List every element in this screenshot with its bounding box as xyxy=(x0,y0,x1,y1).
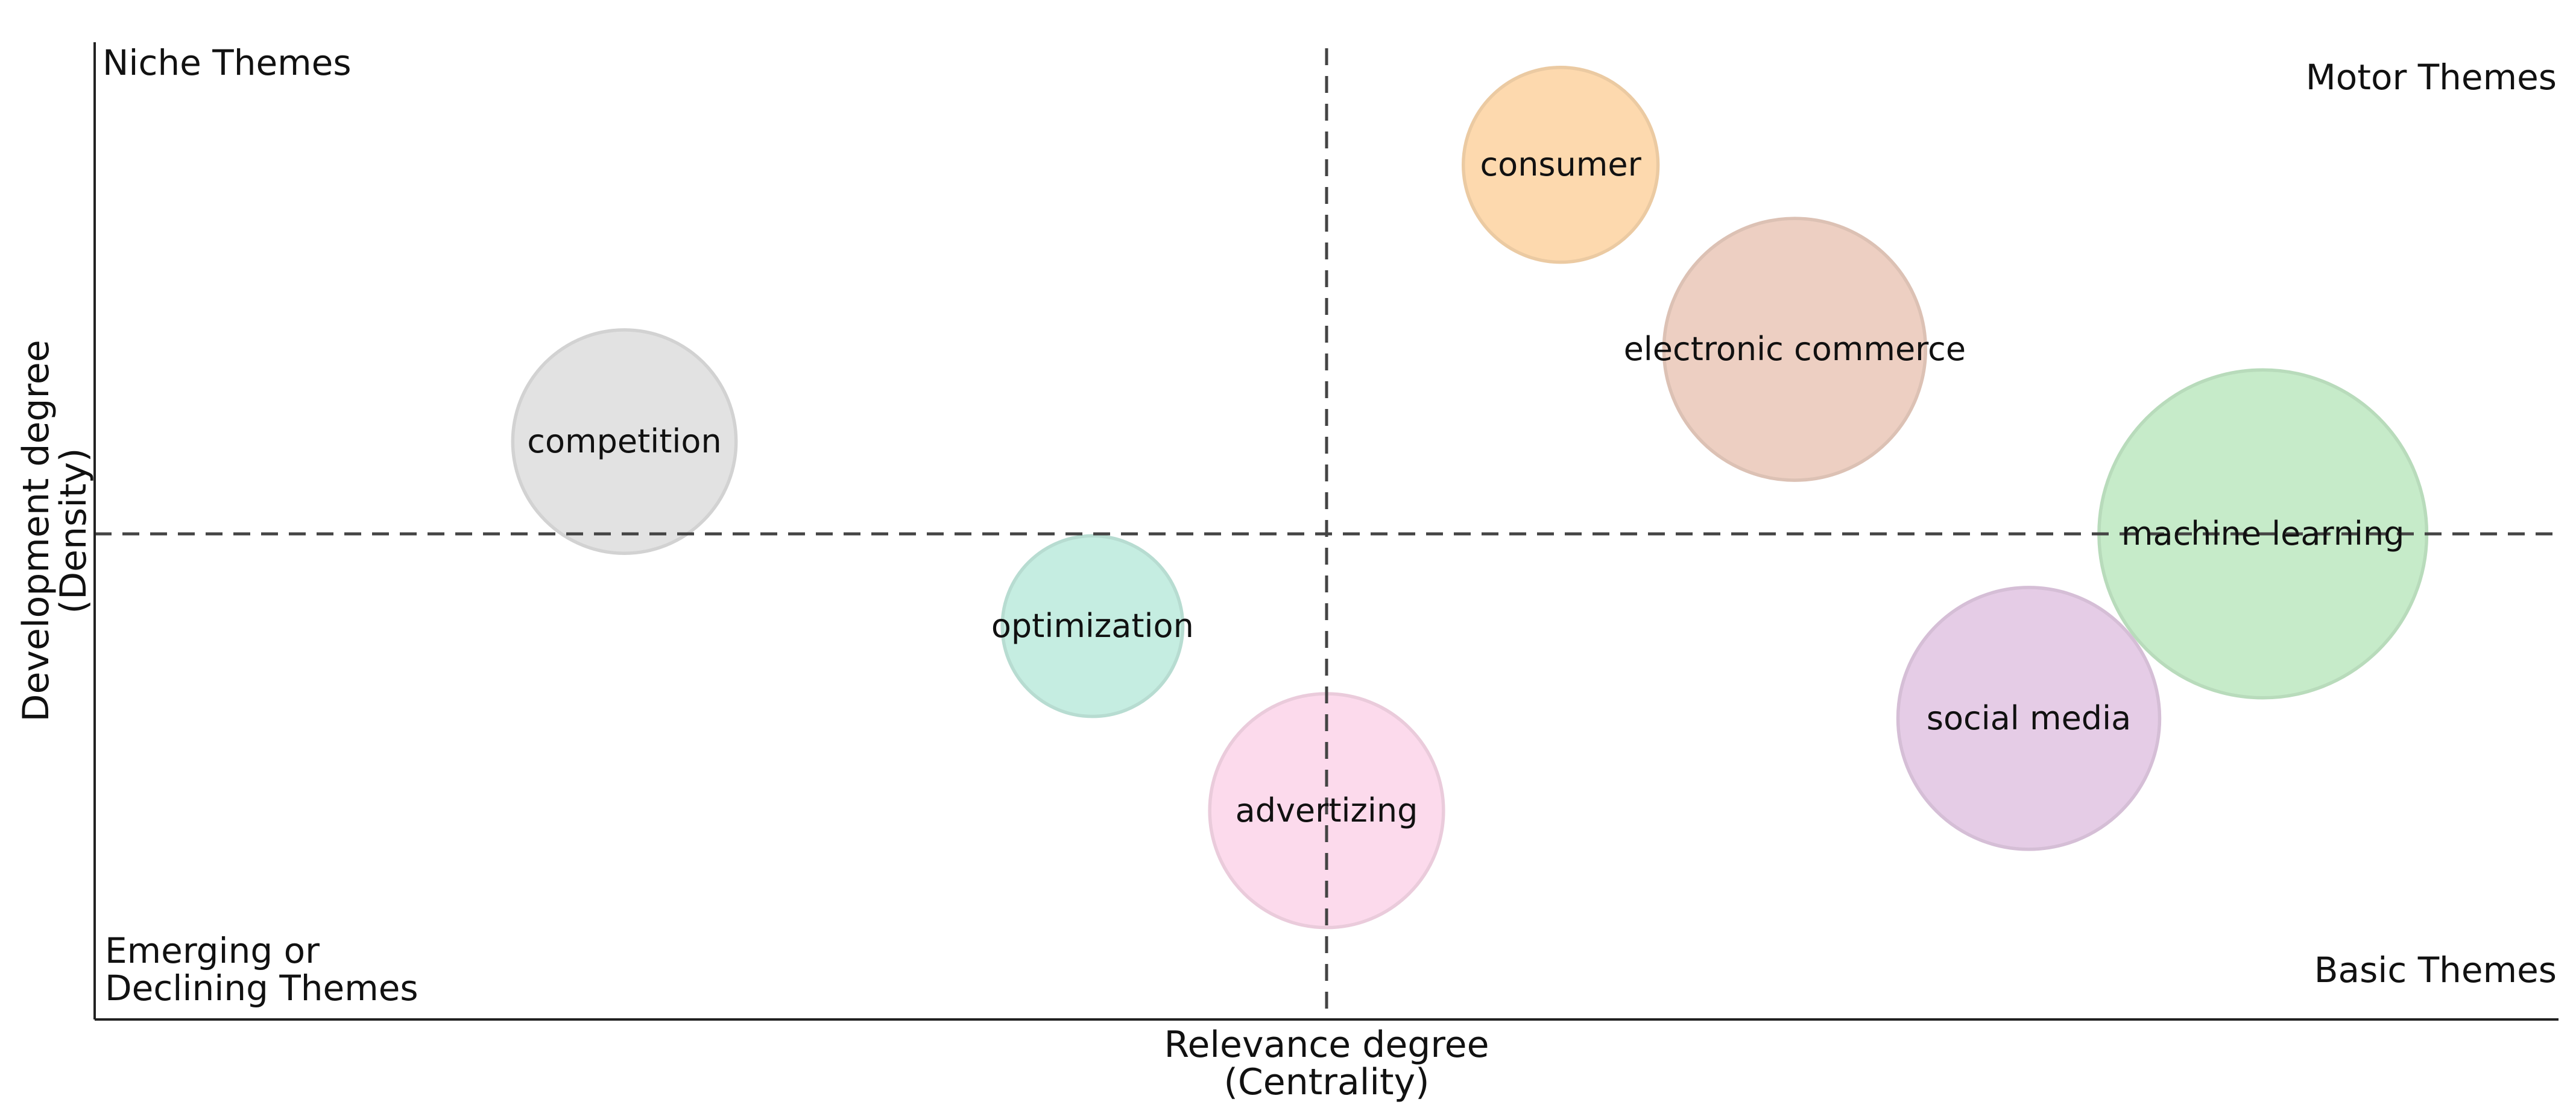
bubble-label-advertizing: advertizing xyxy=(1236,791,1418,829)
bubble-label-consumer: consumer xyxy=(1480,145,1641,183)
y-axis-title-line-1: Development degree xyxy=(15,340,57,721)
bubble-fill-social-media xyxy=(1899,589,2158,848)
bubble-label-machine-learning: machine learning xyxy=(2121,515,2405,553)
reference-lines xyxy=(95,48,2559,1019)
bubble-label-electronic-commerce: electronic commerce xyxy=(1624,330,1966,368)
quadrant-label-bottom-left-line-1: Emerging or xyxy=(105,930,320,971)
x-axis-title-line-1: Relevance degree xyxy=(1164,1024,1489,1066)
quadrant-label-top-right: Motor Themes xyxy=(2306,57,2557,98)
quadrant-label-bottom-left-line-2: Declining Themes xyxy=(105,968,418,1009)
bubble-label-layer: consumer electronic commerce competition ma… xyxy=(527,145,2404,829)
y-axis-title-line-2: (Density) xyxy=(52,448,95,614)
bubble-layer xyxy=(511,66,2429,930)
bubble-fill-electronic-commerce xyxy=(1665,220,1924,479)
bubble-fill-consumer xyxy=(1465,69,1656,261)
bubble-label-competition: competition xyxy=(527,422,721,460)
axes xyxy=(93,42,2559,1021)
bubble-fill-competition xyxy=(514,331,734,552)
quadrant-label-top-left: Niche Themes xyxy=(103,42,352,83)
bubble-label-optimization: optimization xyxy=(991,607,1194,645)
bubble-label-social-media: social media xyxy=(1927,699,2131,737)
x-axis-title-line-2: (Centrality) xyxy=(1224,1061,1430,1103)
bubble-fill-optimization xyxy=(1003,537,1181,715)
quadrant-label-bottom-right: Basic Themes xyxy=(2314,949,2557,991)
